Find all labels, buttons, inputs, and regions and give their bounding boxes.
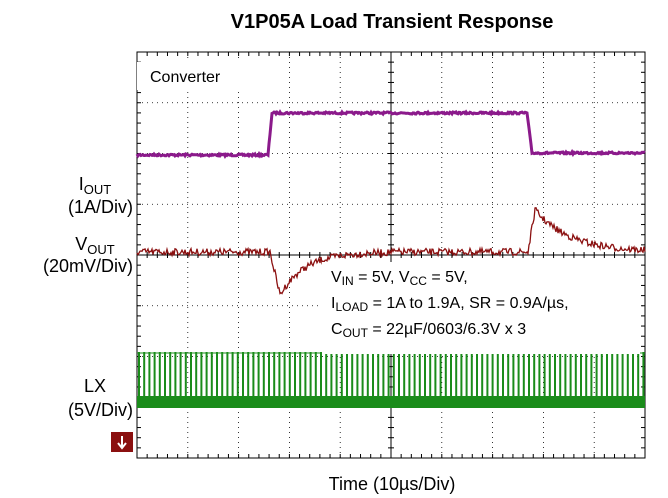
annotation: VIN = 5V, VCC = 5V, [331, 269, 468, 288]
name: V [75, 234, 87, 254]
subscript: IN [342, 274, 354, 288]
annotation-text: I [331, 295, 335, 312]
channel-scale: (20mV/Div) [43, 256, 133, 276]
name: I [79, 174, 84, 194]
inset-label: Converter [150, 69, 221, 86]
annotation-text: = 22µF/0603/6.3V x 3 [368, 321, 526, 338]
annotation-bg [322, 262, 640, 354]
inset-bg [137, 62, 241, 90]
subscript: CC [410, 274, 428, 288]
channel-scale: (1A/Div) [68, 197, 133, 217]
channel-scale: (5V/Div) [68, 400, 133, 420]
lx-band [137, 396, 645, 408]
x-axis-label: Time (10µs/Div) [329, 474, 456, 494]
subscript: OUT [343, 326, 369, 340]
annotation-text: = 5V, [427, 269, 468, 286]
lx-trace [138, 352, 645, 408]
channel-name: LX [84, 376, 106, 396]
annotation-text: V [331, 269, 342, 286]
ground-arrow [117, 436, 127, 450]
annotation: ILOAD = 1A to 1.9A, SR = 0.9A/µs, [331, 295, 569, 314]
channel-name: IOUT [79, 174, 112, 197]
iout-trace [135, 109, 646, 159]
subscript: OUT [87, 242, 115, 257]
channel-labels: IOUT(1A/Div)VOUT(20mV/Div)LX(5V/Div) [43, 174, 133, 420]
name: LX [84, 376, 106, 396]
annotation-text: C [331, 321, 343, 338]
annotation: COUT = 22µF/0603/6.3V x 3 [331, 321, 526, 340]
subscript: LOAD [335, 300, 368, 314]
vout-trace [136, 206, 646, 295]
annotation-text: = 1A to 1.9A, SR = 0.9A/µs, [368, 295, 568, 312]
annotations: VIN = 5V, VCC = 5V, ILOAD = 1A to 1.9A, S… [331, 269, 569, 340]
chart-title: V1P05A Load Transient Response [231, 11, 554, 33]
annotation-text: = 5V, V [354, 269, 410, 286]
subscript: OUT [84, 182, 112, 197]
channel-name: VOUT [75, 234, 115, 257]
